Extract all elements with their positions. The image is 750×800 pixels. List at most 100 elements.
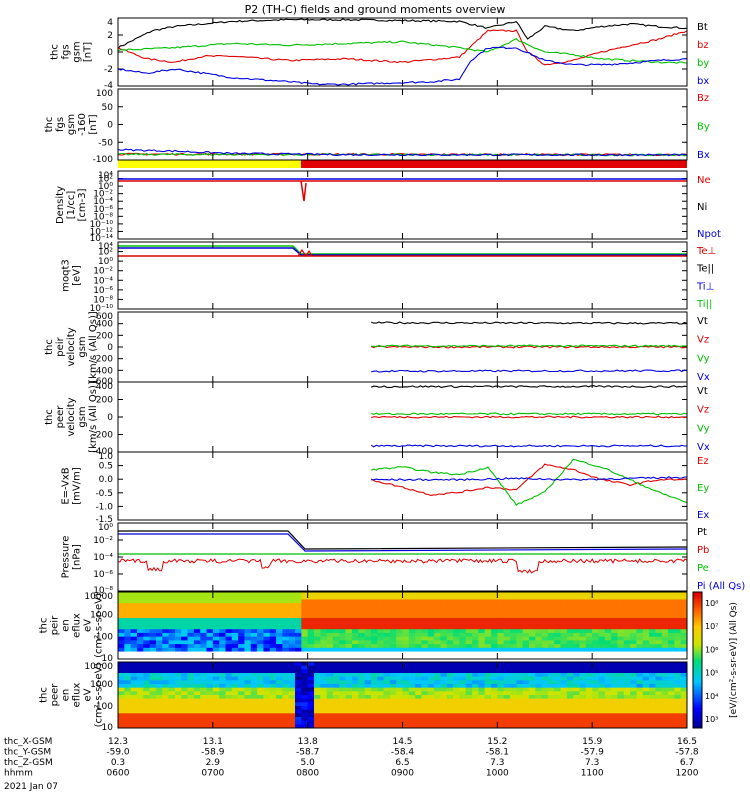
heat-cell xyxy=(554,595,562,600)
heat-cell xyxy=(585,665,593,670)
heat-cell xyxy=(351,676,359,681)
heat-cell xyxy=(592,625,599,630)
heat-cell xyxy=(383,655,391,660)
heat-cell xyxy=(351,720,359,725)
heat-cell xyxy=(573,595,581,600)
heat-cell xyxy=(155,632,163,638)
colorbar-cell xyxy=(693,653,702,656)
heat-cell xyxy=(484,606,492,612)
heat-cell xyxy=(459,621,467,626)
colorbar-cell xyxy=(693,635,702,638)
heat-cell xyxy=(118,695,125,700)
heat-cell xyxy=(263,644,271,649)
y-tick-label: 10⁰ xyxy=(98,523,113,533)
heat-cell xyxy=(415,647,422,653)
colorbar-cell xyxy=(693,666,702,670)
heat-cell xyxy=(295,595,302,600)
heat-cell xyxy=(238,702,245,707)
panel-ylabel: velocity xyxy=(66,327,77,366)
heat-cell xyxy=(193,655,201,660)
heat-cell xyxy=(503,632,511,638)
heat-cell xyxy=(231,592,239,597)
heat-cell xyxy=(459,651,467,656)
heat-cell xyxy=(143,644,151,649)
heat-cell xyxy=(623,687,631,692)
heat-cell xyxy=(497,709,505,714)
heat-cell xyxy=(212,720,220,725)
heat-cell xyxy=(250,651,258,656)
heat-cell xyxy=(320,673,328,678)
heat-cell xyxy=(560,655,568,660)
heat-cell xyxy=(668,713,675,718)
heat-cell xyxy=(579,724,587,729)
heat-cell xyxy=(307,676,315,681)
heat-cell xyxy=(162,676,170,681)
heat-cell xyxy=(358,709,366,714)
heat-cell xyxy=(630,632,637,638)
x-axis-value: 6.7 xyxy=(680,758,694,768)
heat-cell xyxy=(200,706,208,711)
y-tick-label: -100 xyxy=(93,155,114,165)
heat-cell xyxy=(415,680,422,685)
heat-cell xyxy=(680,713,688,718)
colorbar-cell xyxy=(693,648,702,652)
heat-cell xyxy=(124,680,132,685)
heat-cell xyxy=(332,644,340,649)
x-axis-value: -58.1 xyxy=(486,748,509,758)
heat-cell xyxy=(522,636,530,641)
heat-cell xyxy=(415,621,422,626)
heat-cell xyxy=(339,606,347,612)
heat-cell xyxy=(516,614,524,619)
heat-cell xyxy=(535,629,543,634)
heat-cell xyxy=(288,720,296,725)
heat-cell xyxy=(389,676,397,681)
heat-cell xyxy=(573,687,581,692)
heat-cell xyxy=(313,684,321,689)
heat-cell xyxy=(143,632,151,638)
heat-cell xyxy=(269,636,277,641)
heat-cell xyxy=(383,706,391,711)
heat-cell xyxy=(560,709,568,714)
heat-cell xyxy=(592,717,599,722)
heat-cell xyxy=(377,702,385,707)
heat-cell xyxy=(598,720,606,725)
heat-cell xyxy=(282,621,290,626)
heat-cell xyxy=(478,676,486,681)
heat-cell xyxy=(598,647,606,653)
heat-cell xyxy=(604,665,612,670)
heat-cell xyxy=(339,592,347,597)
heat-cell xyxy=(649,665,656,670)
heat-cell xyxy=(535,610,543,615)
heat-cell xyxy=(408,610,416,615)
heat-cell xyxy=(611,665,618,670)
heat-cell xyxy=(326,724,334,729)
heat-cell xyxy=(288,625,296,630)
heat-cell xyxy=(162,644,170,649)
heat-cell xyxy=(257,603,264,608)
colorbar-cell xyxy=(693,675,702,679)
heat-cell xyxy=(547,695,555,700)
heat-cell xyxy=(301,709,309,714)
heat-cell xyxy=(257,625,264,630)
heat-cell xyxy=(168,713,176,718)
heat-cell xyxy=(459,702,467,707)
heat-cell xyxy=(649,724,656,729)
x-axis-value: -58.7 xyxy=(296,748,319,758)
heat-cell xyxy=(307,603,315,608)
colorbar-cell xyxy=(693,628,702,632)
heat-cell xyxy=(332,665,340,670)
heat-cell xyxy=(383,629,391,634)
heat-cell xyxy=(547,709,555,714)
heat-cell xyxy=(655,595,663,600)
heat-cell xyxy=(124,706,132,711)
heat-cell xyxy=(263,603,271,608)
heat-cell xyxy=(377,717,385,722)
y-tick-label: 100 xyxy=(96,702,113,712)
heat-cell xyxy=(206,603,214,608)
heat-cell xyxy=(528,684,536,689)
heat-cell xyxy=(503,655,511,660)
heat-cell xyxy=(427,713,435,718)
heat-cell xyxy=(181,592,189,597)
heat-cell xyxy=(149,625,157,630)
heat-cell xyxy=(326,647,334,653)
